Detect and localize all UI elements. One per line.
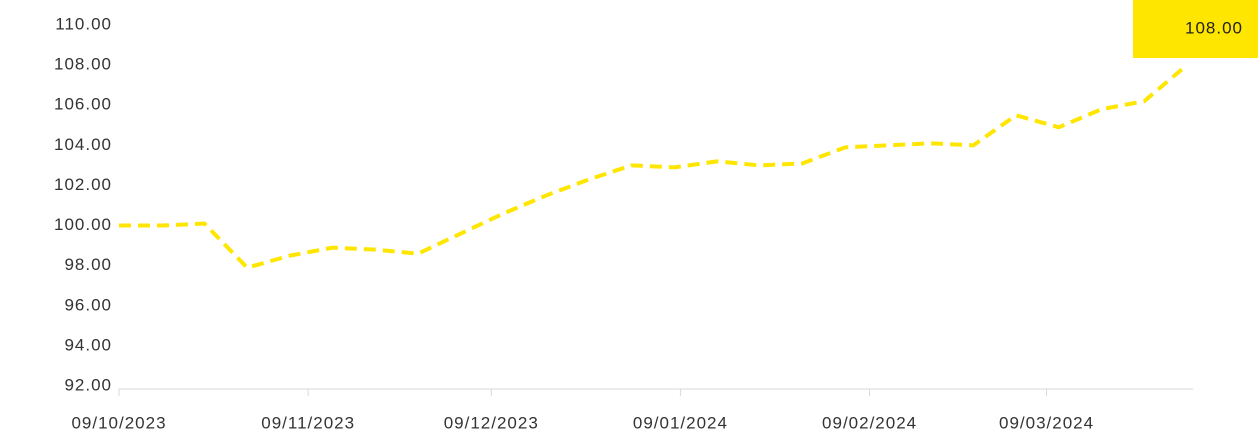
y-tick-label: 100.00 (54, 215, 112, 234)
x-tick-label: 09/01/2024 (633, 413, 728, 432)
y-tick-label: 110.00 (55, 14, 112, 33)
y-tick-label: 104.00 (54, 135, 112, 154)
line (119, 63, 1189, 270)
y-tick-label: 94.00 (64, 335, 112, 354)
x-tick-label: 09/02/2024 (822, 413, 917, 432)
x-tick-label: 09/10/2023 (71, 413, 166, 432)
y-tick-label: 102.00 (54, 175, 112, 194)
y-tick-label: 106.00 (54, 95, 112, 114)
y-tick-label: 98.00 (64, 255, 112, 274)
value-label: 108.00 (1185, 18, 1243, 37)
value-label-box (1133, 0, 1258, 58)
y-tick-label: 96.00 (64, 295, 112, 314)
x-tick-label: 09/12/2023 (444, 413, 539, 432)
y-tick-label: 92.00 (64, 375, 112, 394)
y-tick-label: 108.00 (54, 55, 112, 74)
x-tick-label: 09/11/2023 (261, 413, 355, 432)
x-tick-label: 09/03/2024 (999, 413, 1094, 432)
